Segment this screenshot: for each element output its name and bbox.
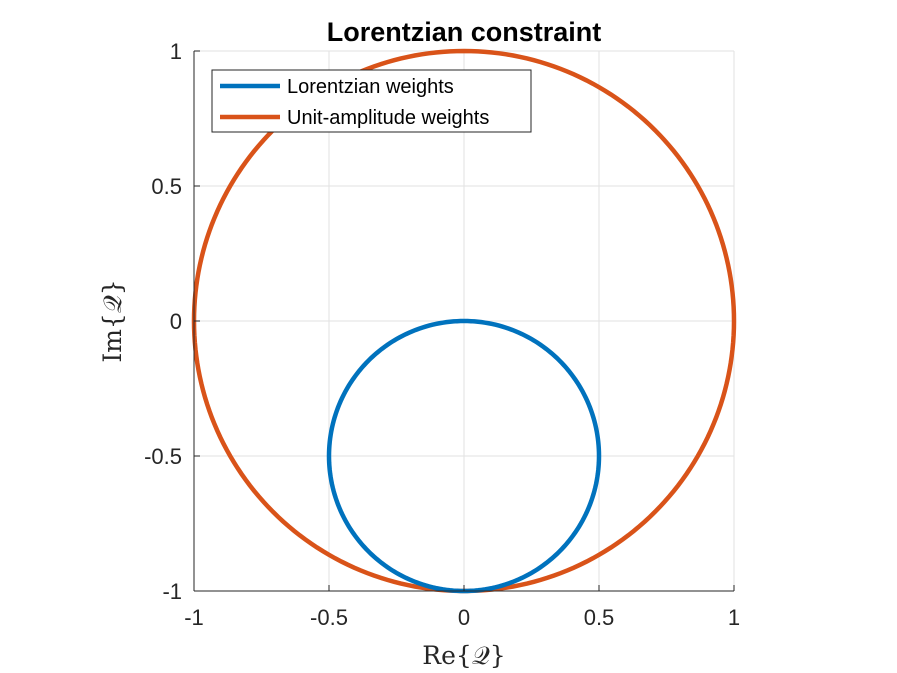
y-tick-labels: -1 -0.5 0 0.5 1 — [144, 39, 182, 604]
x-tick-label-1: -0.5 — [310, 605, 348, 630]
x-tick-label-2: 0 — [458, 605, 470, 630]
x-tick-label-3: 0.5 — [584, 605, 615, 630]
legend-label-unit-amplitude-weights: Unit-amplitude weights — [287, 107, 489, 129]
x-tick-labels: -1 -0.5 0 0.5 1 — [184, 605, 740, 630]
y-tick-label-0: -1 — [162, 579, 182, 604]
chart-title: Lorentzian constraint — [327, 17, 602, 47]
y-tick-label-2: 0 — [170, 309, 182, 334]
legend: Lorentzian weights Unit-amplitude weight… — [211, 69, 532, 133]
y-axis-label: Im{𝒬} — [98, 279, 127, 362]
y-ticks — [194, 50, 200, 592]
x-ticks — [193, 585, 735, 591]
x-axis-label: Re{𝒬} — [422, 641, 505, 670]
legend-box — [211, 69, 532, 133]
x-tick-label-0: -1 — [184, 605, 204, 630]
y-tick-label-3: 0.5 — [151, 174, 182, 199]
y-tick-label-1: -0.5 — [144, 444, 182, 469]
legend-label-lorentzian-weights: Lorentzian weights — [287, 76, 454, 98]
y-tick-label-4: 1 — [170, 39, 182, 64]
series-lorentzian-weights-line — [326, 318, 602, 594]
x-tick-label-4: 1 — [728, 605, 740, 630]
